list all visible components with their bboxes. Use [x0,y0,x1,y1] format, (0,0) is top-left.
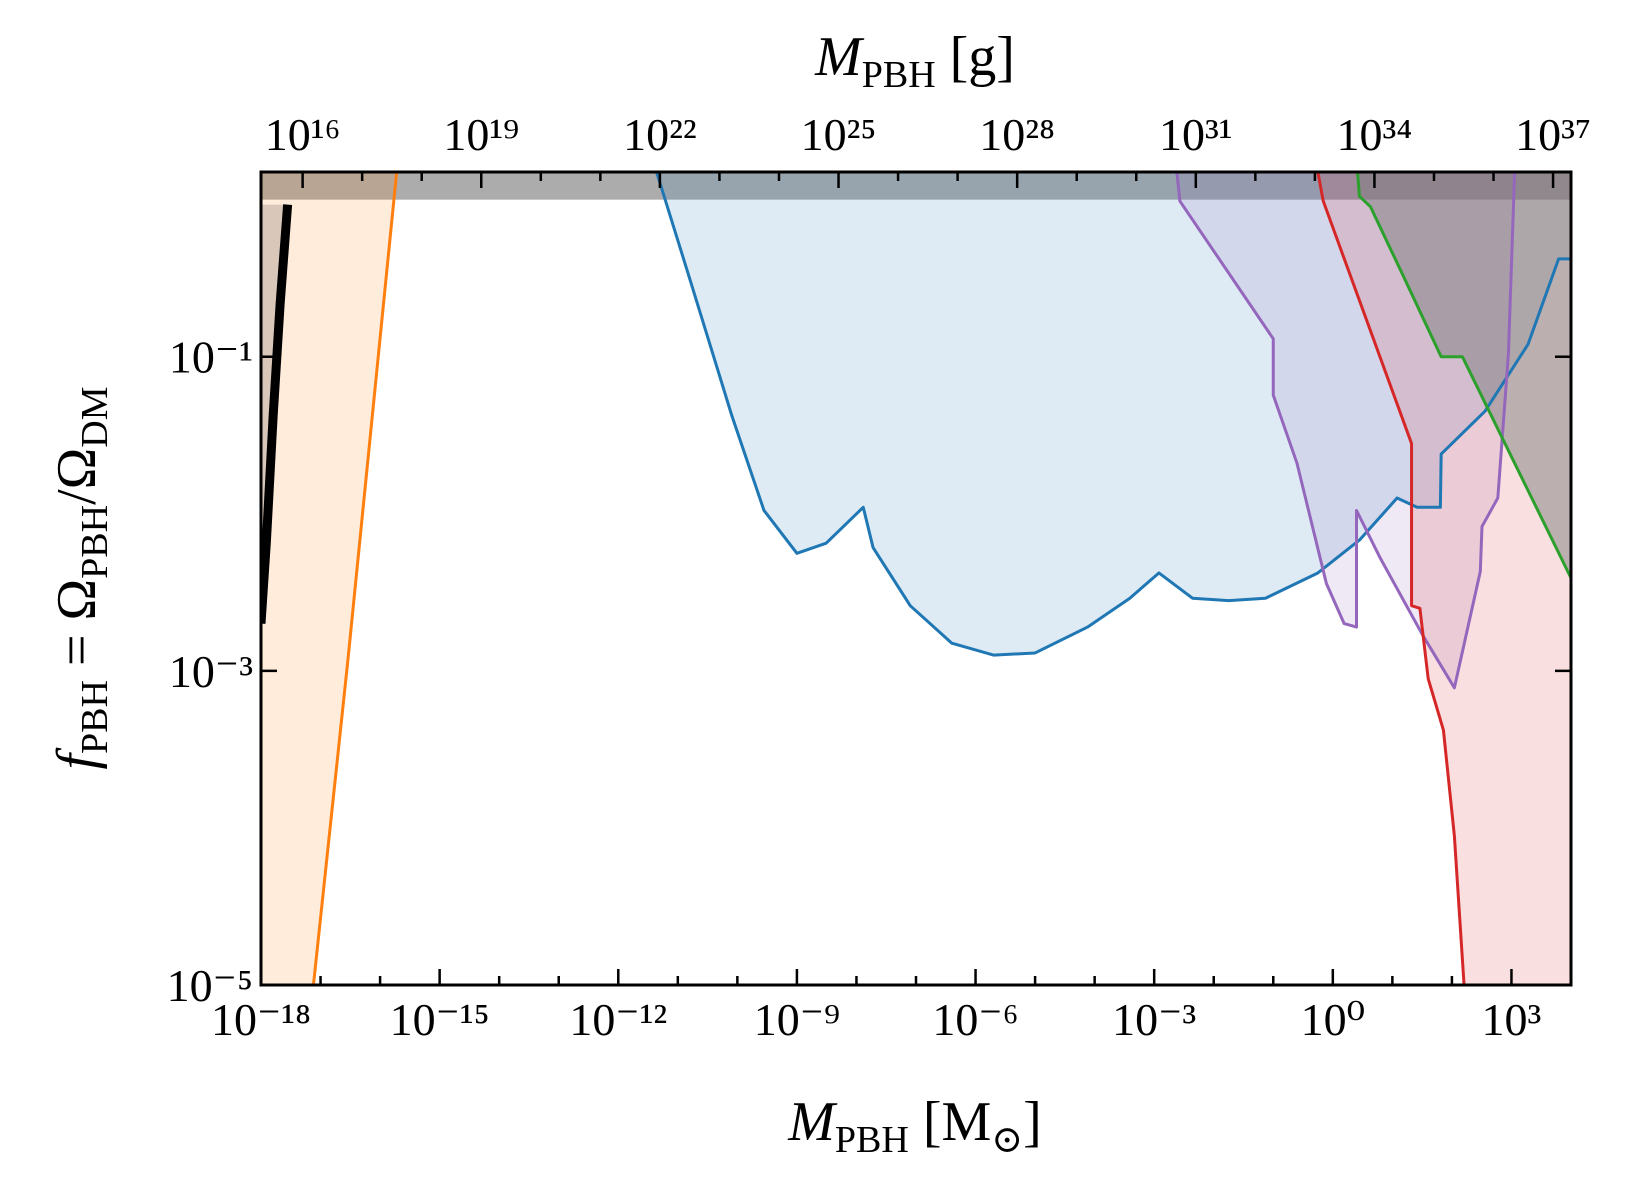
excluded-region [1357,172,1571,579]
x2-tick-label: 10¹⁹ [443,109,519,160]
x2-tick-label: 10²⁵ [801,109,877,160]
constraint-line [1175,172,1517,690]
excluded-region [656,172,1571,656]
constraint-line [261,204,293,624]
y-tick-label: 10⁻⁵ [167,960,253,1011]
constraint-line [1356,172,1571,579]
x2-tick-label: 10³¹ [1159,109,1233,160]
x2-tick-label: 10¹⁶ [265,109,341,160]
x-tick-label: 10⁻¹² [569,994,667,1045]
x-tick-label: 10⁻⁶ [932,994,1018,1045]
x2-tick-label: 10³⁴ [1337,109,1413,160]
excluded-region [261,172,397,985]
x2-tick-label: 10³⁷ [1515,109,1591,160]
x-tick-label: 10⁻¹⁸ [211,994,311,1045]
y-tick-label: 10⁻¹ [169,332,253,383]
x-tick-label: 10³ [1482,994,1542,1045]
excluded-region [261,204,288,624]
constraint-line [1316,172,1466,985]
constraint-line [655,172,1571,657]
x-tick-label: 10⁻³ [1112,994,1196,1045]
y-tick-label: 10⁻³ [169,646,253,697]
x-tick-label: 10⁰ [1301,994,1365,1045]
x2-tick-label: 10²⁸ [979,109,1055,160]
x2-tick-label: 10²² [623,109,697,160]
x2-axis-label: MPBH [g] [814,26,1015,96]
plot-area [261,172,1571,985]
x-tick-label: 10⁻⁹ [754,994,840,1045]
y-axis-label: fPBH = ΩPBH/ΩDM [46,386,116,769]
constraint-line [311,172,399,985]
x-tick-label: 10⁻¹⁵ [390,994,490,1045]
excluded-band [261,172,1571,200]
x-axis-label: MPBH [M⊙] [787,1091,1042,1161]
